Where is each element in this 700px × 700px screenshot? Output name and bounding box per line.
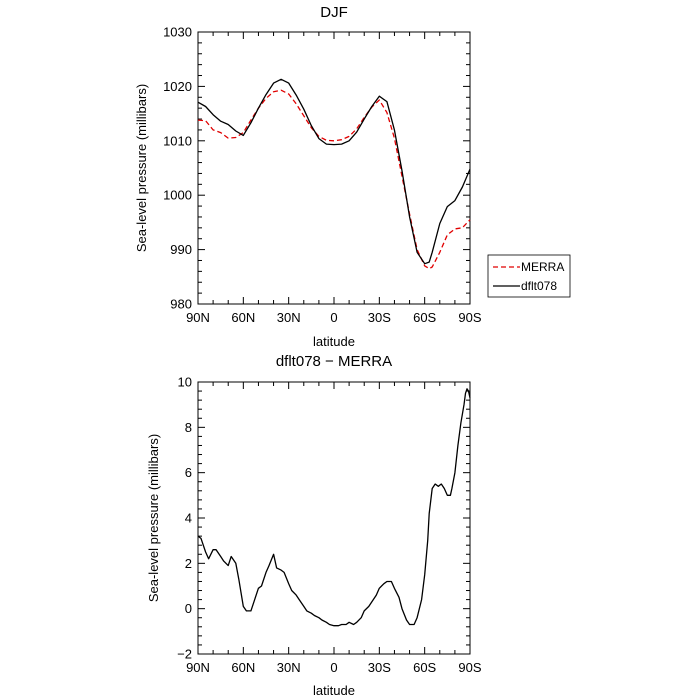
top-y-tick-label: 1030 [163,25,192,40]
top-chart-title: DJF [320,4,348,21]
bottom-x-tick-label: 60N [231,660,255,675]
bottom-y-axis-label: Sea-level pressure (millibars) [146,434,161,602]
top-plot-frame [197,31,471,305]
top-series-line-dflt078 [197,78,471,265]
bottom-series-group [197,388,471,627]
top-y-axis-label: Sea-level pressure (millibars) [134,84,149,252]
bottom-axes: 90N 60N 30N 0 30S 60S 90S −2 0 2 4 6 8 10 [177,375,482,676]
bottom-y-tick-label: 8 [185,420,192,435]
top-x-axis-label: latitude [313,334,355,349]
bottom-x-axis-label: latitude [313,683,355,698]
bottom-x-tick-label: 90N [186,660,210,675]
legend-label-merra: MERRA [521,260,564,274]
bottom-y-tick-label: 10 [178,375,192,390]
top-y-tick-label: 990 [170,242,192,257]
top-y-tick-label: 1010 [163,133,192,148]
top-legend: MERRA dflt078 [487,254,571,298]
bottom-chart-title: dflt078 − MERRA [276,353,392,370]
bottom-x-tick-label: 0 [330,660,337,675]
top-x-tick-label: 30S [368,310,391,325]
top-y-tick-label: 1020 [163,79,192,94]
legend-box [487,254,571,298]
bottom-x-tick-label: 90S [458,660,481,675]
top-x-tick-label: 90S [458,310,481,325]
bottom-x-tick-label: 60S [413,660,436,675]
top-y-tick-label: 1000 [163,188,192,203]
bottom-y-tick-label: 6 [185,465,192,480]
bottom-panel: dflt078 − MERRA 90N 60N 30N 0 30S 60S 90S −2 0 2 4… [146,353,482,698]
top-x-tick-label: 30N [277,310,301,325]
top-series-group [197,78,471,270]
bottom-y-tick-label: −2 [177,647,192,662]
bottom-x-tick-label: 30N [277,660,301,675]
top-x-tick-label: 90N [186,310,210,325]
bottom-y-tick-label: 0 [185,601,192,616]
top-y-tick-label: 980 [170,297,192,312]
top-axes: 90N 60N 30N 0 30S 60S 90S 980 990 1000 1010 1020 103… [163,25,482,326]
bottom-y-tick-label: 4 [185,511,192,526]
top-series-line-merra [197,89,471,270]
top-panel: DJF 90N 60N 30N 0 30S 60S 90S 980 990 1000 1010 102… [134,4,571,349]
top-x-tick-label: 60S [413,310,436,325]
legend-label-dflt078: dflt078 [521,279,557,293]
bottom-x-tick-label: 30S [368,660,391,675]
bottom-series-line-difference [197,388,471,627]
bottom-y-tick-label: 2 [185,556,192,571]
top-x-tick-label: 60N [231,310,255,325]
top-x-tick-label: 0 [330,310,337,325]
